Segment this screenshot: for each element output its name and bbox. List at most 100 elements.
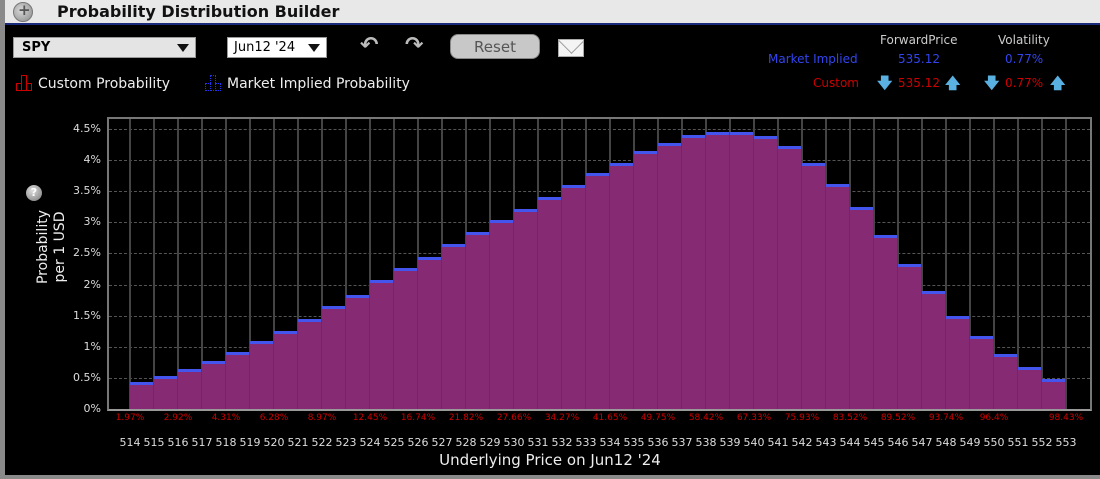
market-implied-cap[interactable] [514, 209, 537, 213]
market-implied-cap[interactable] [202, 361, 225, 365]
probability-bar[interactable] [130, 382, 154, 409]
undo-icon[interactable]: ↶ [360, 33, 379, 58]
probability-bar[interactable] [970, 335, 994, 409]
market-implied-cap[interactable] [1042, 378, 1065, 382]
market-implied-cap[interactable] [754, 136, 777, 140]
probability-bar[interactable] [322, 306, 346, 409]
market-implied-cap[interactable] [874, 235, 897, 239]
app-logo-icon[interactable] [13, 1, 33, 22]
probability-bar[interactable] [730, 132, 754, 409]
market-implied-cap[interactable] [178, 368, 201, 372]
help-icon[interactable]: ? [26, 185, 42, 201]
market-implied-cap[interactable] [898, 264, 921, 268]
probability-bar[interactable] [946, 315, 970, 409]
bar-divider [945, 119, 947, 409]
probability-bar[interactable] [178, 368, 202, 409]
probability-bar[interactable] [826, 183, 850, 409]
symbol-dropdown[interactable]: SPY [13, 37, 196, 58]
probability-bar[interactable] [1042, 378, 1066, 409]
probability-bar[interactable] [874, 235, 898, 409]
probability-bar[interactable] [778, 145, 802, 409]
market-implied-cap[interactable] [922, 291, 945, 295]
legend-market[interactable]: Market Implied Probability [205, 75, 410, 92]
probability-bar[interactable] [418, 256, 442, 409]
probability-bar[interactable] [634, 151, 658, 409]
market-implied-cap[interactable] [346, 294, 369, 298]
probability-bar[interactable] [298, 318, 322, 409]
forward-down-arrow-icon[interactable]: 🡇 [877, 74, 893, 92]
redo-icon[interactable]: ↷ [405, 33, 424, 58]
probability-bar[interactable] [610, 162, 634, 409]
market-implied-cap[interactable] [274, 330, 297, 334]
probability-bar[interactable] [370, 280, 394, 409]
probability-bar[interactable] [898, 264, 922, 409]
market-implied-cap[interactable] [562, 185, 585, 188]
market-implied-cap[interactable] [226, 351, 249, 355]
volatility-down-arrow-icon[interactable]: 🡇 [984, 74, 1000, 92]
bar-divider [969, 119, 971, 409]
market-implied-cap[interactable] [658, 142, 681, 146]
probability-bar[interactable] [274, 330, 298, 409]
market-implied-cap[interactable] [682, 135, 705, 139]
market-implied-cap[interactable] [610, 162, 633, 166]
market-implied-cap[interactable] [994, 353, 1017, 357]
probability-bar[interactable] [754, 136, 778, 409]
market-implied-cap[interactable] [802, 162, 825, 166]
chart-plot-area[interactable] [107, 117, 1092, 411]
volatility-up-arrow-icon[interactable]: 🡅 [1050, 74, 1066, 92]
market-implied-cap[interactable] [634, 151, 657, 155]
market-implied-cap[interactable] [442, 244, 465, 248]
probability-bar[interactable] [514, 209, 538, 409]
expiry-dropdown[interactable]: Jun12 '24 [227, 37, 327, 58]
market-implied-cap[interactable] [394, 268, 417, 272]
y-tick-label: 2.5% [73, 246, 101, 260]
probability-bar[interactable] [706, 132, 730, 409]
market-implied-cap[interactable] [466, 232, 489, 236]
market-implied-cap[interactable] [826, 183, 849, 187]
market-implied-cap[interactable] [778, 145, 801, 149]
market-implied-cap[interactable] [130, 382, 153, 386]
probability-bar[interactable] [442, 244, 466, 409]
forward-up-arrow-icon[interactable]: 🡅 [945, 74, 961, 92]
x-tick-label: 518 [215, 436, 237, 449]
bar-divider [321, 119, 323, 409]
x-axis-title: Underlying Price on Jun12 '24 [439, 451, 661, 469]
market-implied-cap[interactable] [1018, 367, 1041, 371]
envelope-icon[interactable] [558, 39, 584, 57]
market-implied-cap[interactable] [586, 173, 609, 177]
market-implied-cap[interactable] [418, 256, 441, 260]
probability-bar[interactable] [394, 268, 418, 409]
market-implied-cap[interactable] [850, 207, 873, 211]
probability-bar[interactable] [850, 207, 874, 409]
probability-bar[interactable] [346, 294, 370, 409]
probability-bar[interactable] [586, 173, 610, 409]
probability-bar[interactable] [922, 291, 946, 409]
market-implied-cap[interactable] [490, 220, 513, 224]
reset-button[interactable]: Reset [450, 34, 540, 59]
market-implied-cap[interactable] [730, 132, 753, 136]
market-implied-cap[interactable] [322, 306, 345, 310]
probability-bar[interactable] [562, 185, 586, 409]
market-implied-cap[interactable] [706, 132, 729, 136]
probability-bar[interactable] [994, 353, 1018, 409]
market-implied-cap[interactable] [538, 197, 561, 201]
probability-bar[interactable] [226, 351, 250, 409]
market-implied-cap[interactable] [154, 376, 177, 380]
probability-bar[interactable] [658, 142, 682, 409]
market-implied-cap[interactable] [370, 280, 393, 284]
market-implied-cap[interactable] [946, 315, 969, 319]
probability-bar[interactable] [154, 376, 178, 409]
market-implied-cap[interactable] [298, 318, 321, 322]
probability-bar[interactable] [682, 135, 706, 409]
probability-bar[interactable] [802, 162, 826, 409]
legend-custom[interactable]: Custom Probability [16, 75, 170, 92]
probability-bar[interactable] [466, 232, 490, 409]
probability-bar[interactable] [1018, 367, 1042, 409]
market-implied-cap[interactable] [970, 335, 993, 339]
x-tick-label: 523 [335, 436, 357, 449]
probability-bar[interactable] [202, 361, 226, 409]
probability-bar[interactable] [538, 197, 562, 409]
probability-bar[interactable] [250, 341, 274, 409]
probability-bar[interactable] [490, 220, 514, 409]
market-implied-cap[interactable] [250, 341, 273, 345]
